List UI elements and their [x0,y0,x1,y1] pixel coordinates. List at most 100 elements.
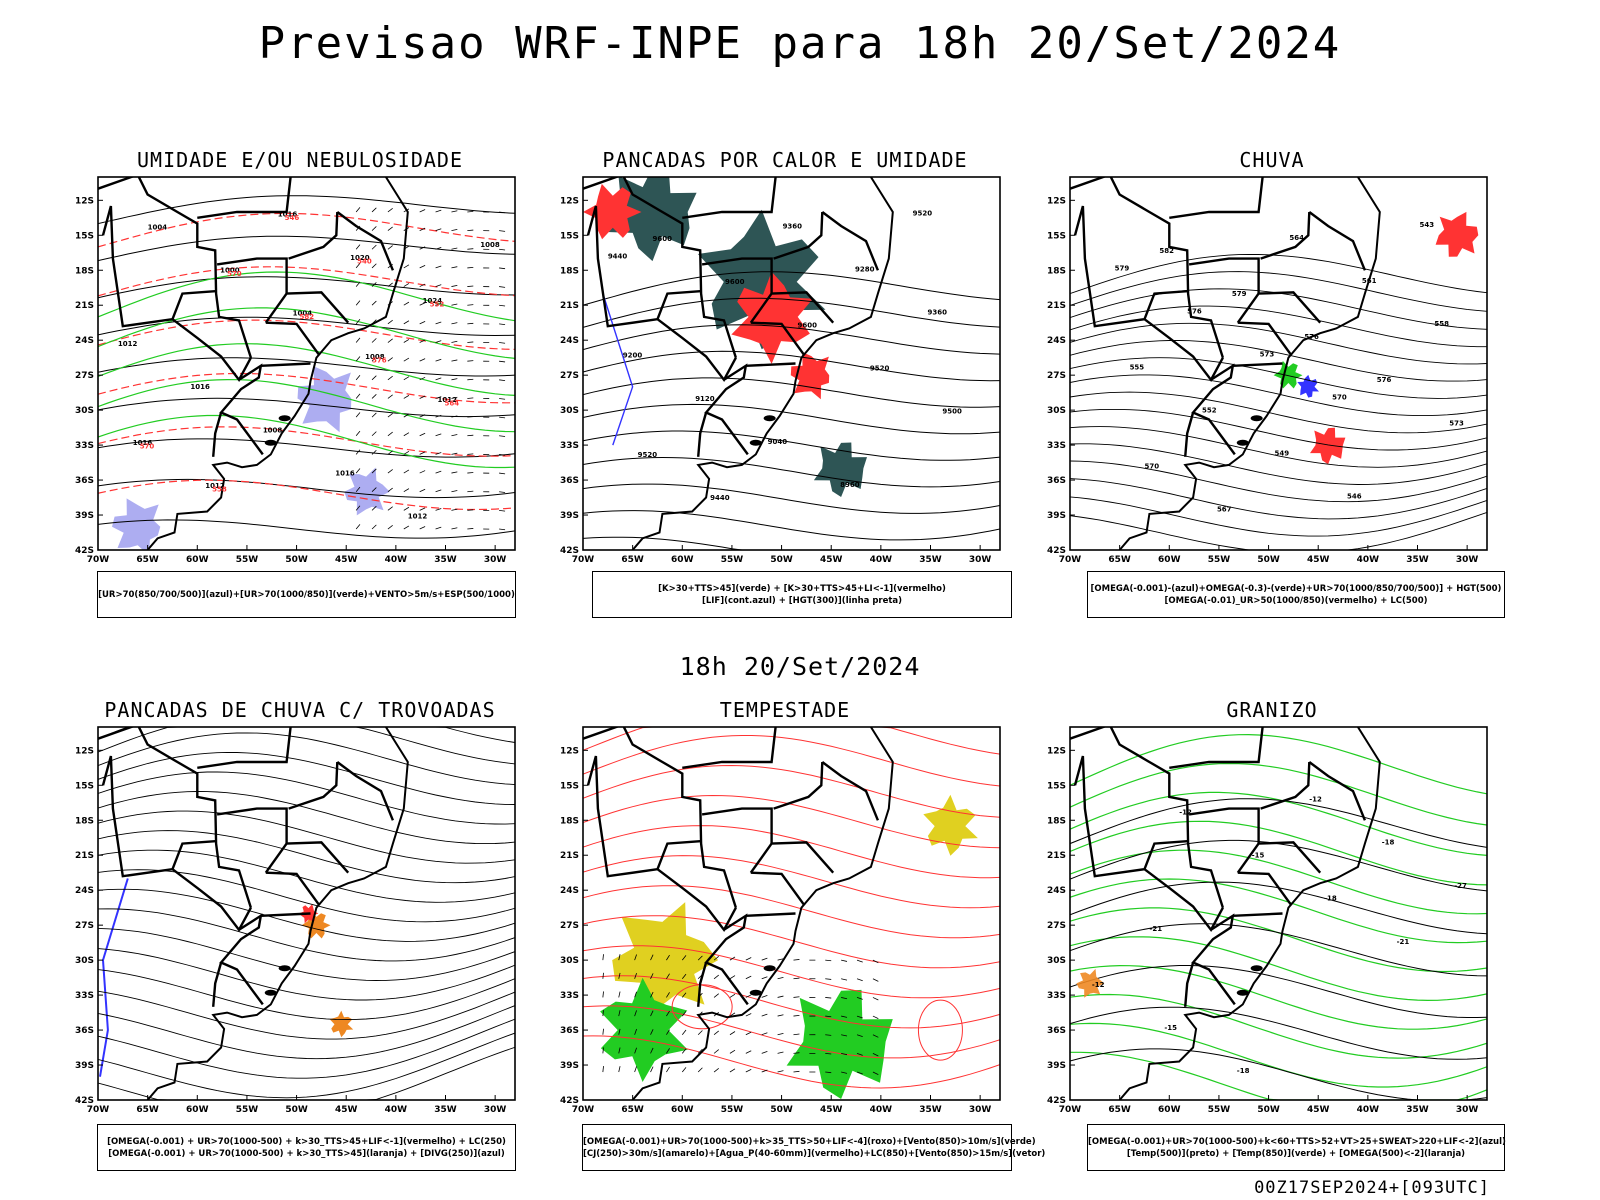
wind-vector [872,959,879,964]
wind-vector [419,358,426,362]
contour-line [98,1046,515,1100]
omega-area [1297,374,1319,398]
contour-line [1070,305,1487,348]
y-tick-label: 24S [1047,336,1066,346]
country-border [656,868,737,933]
wind-vector [666,992,670,998]
contour-label: 9360 [783,222,803,230]
contour-line [583,735,1000,787]
contour-line [98,378,515,433]
wind-vector [371,431,377,437]
legend-tempestade: [OMEGA(-0.001)+UR>70(1000-500)+k>35_TTS>… [582,1124,1045,1171]
legend-trovoadas: [OMEGA(-0.001) + UR>70(1000-500) + k>30_… [97,1124,516,1171]
contour-label: 9360 [928,309,948,317]
wind-vector [403,264,410,269]
x-tick-label: 55W [1208,1105,1231,1115]
run-time-footer: 00Z17SEP2024+[093UTC] [1254,1178,1490,1198]
y-tick-label: 39S [75,1061,94,1071]
wind-vector [467,341,474,343]
wind-vector [666,1066,670,1073]
contour-label: 576 [372,356,387,364]
country-border [1237,321,1293,357]
coastline [146,177,409,550]
country-border [745,362,796,367]
contour-label: 582 [300,313,315,321]
contour-line [1070,993,1487,1059]
wind-vector [419,227,426,231]
wind-vector [403,469,410,474]
contour-line [98,519,515,539]
contour-line [1070,965,1487,1018]
country-border [1188,807,1260,844]
main-title: Previsao WRF-INPE para 18h 20/Set/2024 [258,18,1342,69]
wind-vector [355,486,361,492]
x-tick-label: 30W [1456,1105,1479,1115]
wind-vector [371,282,377,287]
y-tick-label: 36S [1047,1026,1066,1036]
wind-vector [355,505,361,511]
wind-vector [451,228,458,232]
plot-frame [582,176,1001,551]
wind-vector [666,1029,670,1035]
contour-line [583,510,1000,541]
wind-vector [419,526,426,530]
y-tick-label: 39S [1047,1061,1066,1071]
wind-vector [355,430,361,437]
wind-vector [371,394,377,399]
y-tick-label: 42S [1047,546,1066,556]
wind-vector [467,453,474,455]
x-tick-label: 35W [1406,555,1429,565]
instability-area [790,352,830,400]
wind-vector [403,488,410,493]
wind-vector [761,957,768,961]
x-tick-label: 55W [236,555,259,565]
dashed-contour [98,266,515,297]
legend-line: [K>30+TTS>45](verde) + [K>30+TTS>45+LI<-… [658,583,946,594]
contour-line [1070,408,1487,451]
country-border [1260,761,1311,810]
wind-vector [666,1010,670,1017]
contour-line [98,732,515,786]
contour-line [98,810,515,864]
wind-vector [681,1011,687,1017]
lagoon [264,439,277,446]
y-tick-label: 21S [1047,851,1066,861]
wind-vector [499,342,506,344]
contour-label: 1016 [190,383,210,391]
legend-line: [OMEGA(-0.001)-(azul)+OMEGA(-0.3)-(verde… [1090,583,1502,594]
wind-vector [825,1071,832,1074]
wind-vector [355,281,361,287]
x-tick-label: 35W [919,555,942,565]
legend-umidade: [UR>70(850/700/500)](azul)+[UR>70(1000/8… [97,571,516,618]
contour-line [1070,253,1487,295]
wind-vector [602,1010,604,1017]
wind-vector [435,508,442,511]
wind-vector [419,488,426,493]
contour-label: 9280 [855,265,875,273]
contour-line [98,908,515,962]
x-tick-label: 70W [572,555,595,565]
wind-vector [793,977,800,980]
wind-vector [419,414,426,418]
contour-label: -12 [1092,981,1105,989]
wind-vector [355,468,361,474]
contour-label: 9440 [608,253,628,261]
lagoon [763,415,776,422]
dashed-contour [98,319,515,350]
wind-vector [419,302,426,306]
country-border [219,913,264,1006]
contour-line [1070,426,1487,468]
x-tick-label: 40W [1357,1105,1380,1115]
y-tick-label: 18S [75,266,94,276]
wind-vector [355,207,361,213]
contour-line [98,1018,515,1079]
y-tick-label: 30S [75,956,94,966]
wind-vector [435,358,442,362]
wind-vector [371,263,377,269]
x-tick-label: 45W [1307,555,1330,565]
wind-vector [793,1070,800,1073]
contour-line [98,888,515,942]
legend-pancadas-calor: [K>30+TTS>45](verde) + [K>30+TTS>45+LI<-… [592,571,1012,618]
x-tick-label: 55W [236,1105,259,1115]
country-border [219,363,264,456]
